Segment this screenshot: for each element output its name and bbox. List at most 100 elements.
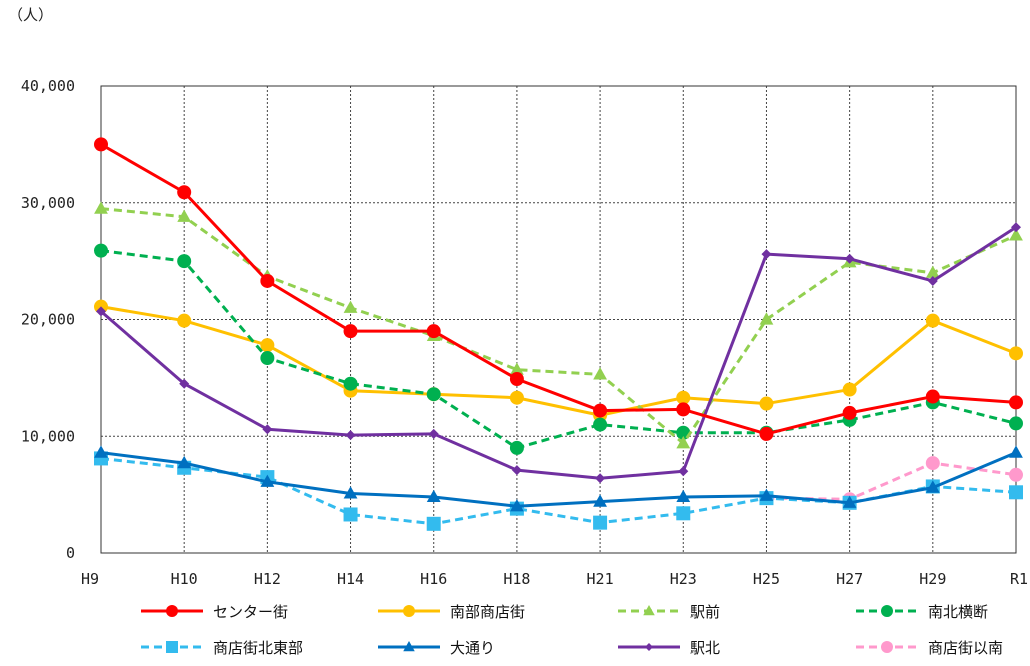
data-point bbox=[94, 137, 108, 152]
series-lines bbox=[94, 137, 1023, 531]
data-point bbox=[1009, 416, 1023, 431]
legend-marker bbox=[645, 643, 653, 651]
x-tick-label: H23 bbox=[670, 570, 697, 588]
data-point bbox=[96, 306, 106, 317]
x-tick-label: H10 bbox=[171, 570, 198, 588]
data-point bbox=[177, 209, 192, 222]
data-point bbox=[428, 428, 439, 439]
data-point bbox=[1009, 228, 1023, 241]
x-tick-label: H27 bbox=[836, 570, 863, 588]
legend-item: センター街 bbox=[141, 603, 288, 621]
data-point bbox=[343, 300, 358, 313]
y-tick-label: 30,000 bbox=[21, 194, 75, 212]
data-point bbox=[94, 201, 108, 214]
data-point bbox=[1009, 485, 1023, 500]
legend-item: 駅前 bbox=[618, 603, 720, 621]
data-point bbox=[509, 372, 524, 387]
data-point bbox=[925, 389, 940, 404]
series-line bbox=[100, 207, 1017, 445]
legend-marker bbox=[403, 641, 415, 652]
data-point bbox=[511, 465, 522, 476]
legend-marker bbox=[166, 641, 178, 653]
legend-marker bbox=[403, 605, 415, 617]
y-tick-label: 20,000 bbox=[21, 311, 75, 329]
data-point bbox=[925, 313, 940, 328]
data-point bbox=[759, 488, 774, 501]
legend-marker bbox=[881, 641, 893, 653]
series-line bbox=[100, 143, 1017, 436]
y-axis-tick-labels: 0 10,000 20,000 30,000 40,000 bbox=[21, 77, 75, 562]
legend-label: 南北横断 bbox=[928, 603, 988, 621]
data-point bbox=[260, 273, 275, 288]
legend-label: 駅北 bbox=[690, 639, 720, 657]
legend-label: 大通り bbox=[450, 639, 495, 657]
data-point bbox=[260, 338, 275, 353]
data-point bbox=[426, 387, 441, 402]
data-point bbox=[94, 445, 108, 458]
series-1 bbox=[94, 137, 1023, 441]
x-tick-label: H12 bbox=[254, 570, 281, 588]
data-point bbox=[262, 424, 273, 435]
data-point bbox=[260, 474, 275, 487]
data-point bbox=[426, 324, 441, 339]
data-point bbox=[927, 275, 938, 286]
x-tick-label: H25 bbox=[753, 570, 780, 588]
data-point bbox=[759, 426, 774, 441]
legend-item: 商店街以南 bbox=[856, 639, 1003, 657]
data-point bbox=[593, 515, 608, 530]
data-point bbox=[94, 243, 108, 258]
legend-item: 南北横断 bbox=[856, 603, 988, 621]
legend-marker bbox=[166, 605, 178, 617]
data-point bbox=[260, 351, 275, 366]
data-point bbox=[509, 440, 524, 455]
data-point bbox=[595, 473, 606, 484]
series-6 bbox=[94, 445, 1023, 512]
x-axis-tick-labels: H9 H10 H12 H14 H16 H18 H21 H23 H25 H27 H29 R1 bbox=[81, 570, 1028, 588]
data-point bbox=[676, 390, 691, 405]
data-point bbox=[759, 312, 774, 325]
data-point bbox=[1009, 395, 1023, 410]
legend-item: 大通り bbox=[378, 639, 495, 657]
data-point bbox=[925, 456, 940, 471]
y-tick-label: 0 bbox=[66, 544, 75, 562]
series-5 bbox=[94, 451, 1023, 531]
series-line bbox=[100, 249, 1017, 450]
data-point bbox=[676, 436, 691, 449]
x-tick-label: H21 bbox=[587, 570, 614, 588]
data-point bbox=[426, 516, 441, 531]
data-point bbox=[761, 249, 772, 260]
data-point bbox=[676, 506, 691, 521]
data-point bbox=[676, 402, 691, 417]
data-point bbox=[925, 265, 940, 278]
x-tick-label: H14 bbox=[337, 570, 364, 588]
data-point bbox=[1009, 467, 1023, 482]
data-point bbox=[177, 254, 192, 269]
series-3 bbox=[94, 201, 1023, 449]
legend-label: 駅前 bbox=[690, 603, 720, 621]
legend-label: センター街 bbox=[213, 603, 288, 621]
data-point bbox=[177, 455, 192, 469]
legend-marker bbox=[643, 605, 655, 616]
data-point bbox=[426, 489, 441, 503]
legend-item: 商店街北東部 bbox=[141, 639, 303, 657]
x-tick-label: H16 bbox=[420, 570, 447, 588]
x-tick-label: H18 bbox=[503, 570, 530, 588]
data-point bbox=[678, 466, 689, 477]
legend-label: 商店街以南 bbox=[928, 639, 1003, 657]
data-point bbox=[842, 382, 857, 397]
series-line bbox=[100, 226, 1017, 480]
data-point bbox=[510, 499, 524, 512]
data-point bbox=[1009, 346, 1023, 361]
series-4 bbox=[94, 243, 1023, 455]
data-point bbox=[343, 376, 358, 391]
data-point bbox=[177, 313, 192, 328]
legend-label: 南部商店街 bbox=[450, 603, 525, 621]
data-point bbox=[593, 403, 608, 418]
legend-item: 南部商店街 bbox=[378, 603, 525, 621]
data-point bbox=[179, 378, 190, 389]
plot-frame bbox=[100, 85, 1017, 554]
data-point bbox=[1011, 222, 1021, 233]
data-point bbox=[676, 489, 691, 503]
